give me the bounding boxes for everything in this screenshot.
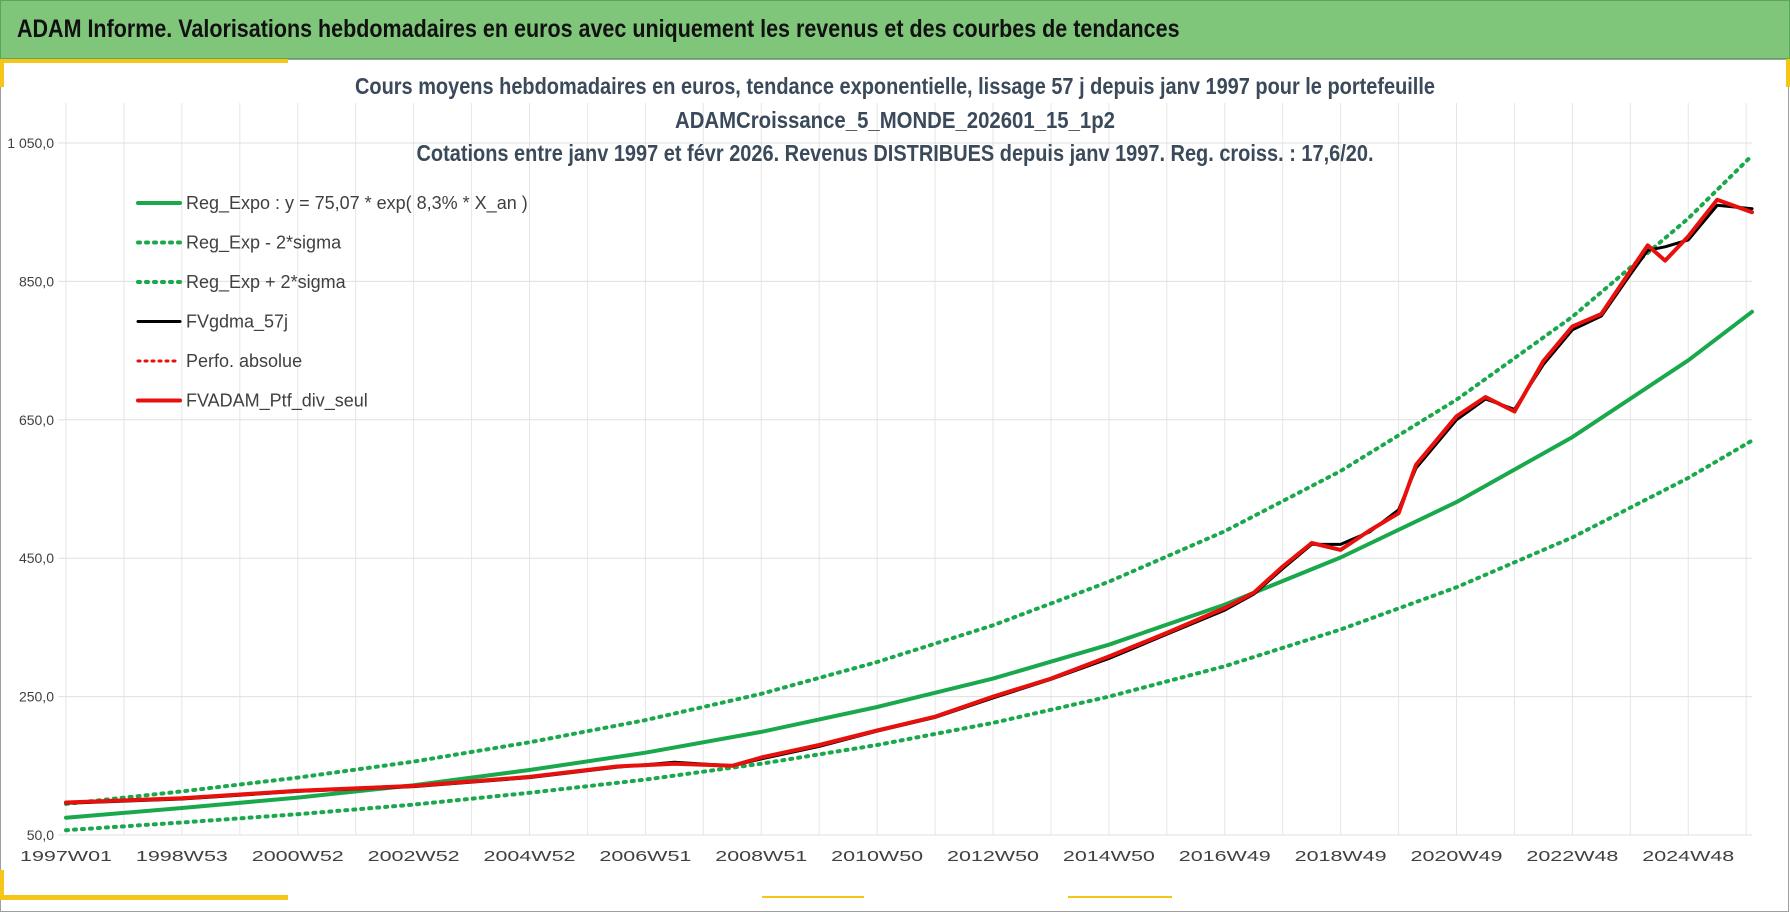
legend-label: Reg_Expo : y = 75,07 * exp( 8,3% * X_an … (186, 193, 528, 214)
x-tick-label: 2012W50 (947, 848, 1039, 865)
y-tick-label: 650,0 (19, 412, 54, 428)
accent-top-left (0, 59, 288, 63)
chart-title-line: Cours moyens hebdomadaires en euros, ten… (355, 73, 1435, 99)
accent-left-bottom (0, 870, 4, 900)
header-title: ADAM Informe. Valorisations hebdomadaire… (17, 15, 1180, 43)
x-tick-label: 2018W49 (1295, 848, 1387, 865)
legend-label: Reg_Exp + 2*sigma (186, 272, 347, 293)
accent-bottom-mid-2 (1068, 896, 1172, 898)
accent-bottom-mid-1 (762, 896, 864, 898)
y-tick-label: 850,0 (19, 273, 54, 289)
plot-lines (64, 153, 1754, 833)
x-axis: 1997W01 1998W53 2000W52 2002W52 2004W52 2006W… (20, 848, 1734, 865)
x-tick-label: 1997W01 (20, 848, 112, 865)
y-tick-label: 1 050,0 (7, 135, 54, 151)
grid (58, 103, 1752, 836)
x-tick-label: 1998W53 (136, 848, 228, 865)
header-bar: ADAM Informe. Valorisations hebdomadaire… (0, 0, 1790, 59)
x-tick-label: 2008W51 (715, 848, 807, 865)
x-tick-label: 2022W48 (1526, 848, 1618, 865)
y-tick-label: 50,0 (27, 827, 54, 843)
accent-left-top (0, 59, 4, 87)
y-axis: 1 050,0 850,0 650,0 450,0 250,0 50,0 (7, 135, 54, 843)
x-tick-label: 2000W52 (252, 848, 344, 865)
chart-title: Cours moyens hebdomadaires en euros, ten… (355, 73, 1435, 166)
x-tick-label: 2014W50 (1063, 848, 1155, 865)
x-tick-label: 2010W50 (831, 848, 923, 865)
legend-label: FVgdma_57j (186, 312, 288, 333)
series-line (64, 309, 1754, 820)
chart-title-line: Cotations entre janv 1997 et févr 2026. … (417, 140, 1374, 166)
x-tick-label: 2020W49 (1411, 848, 1503, 865)
series-line (64, 153, 1754, 806)
x-tick-label: 2004W52 (484, 848, 576, 865)
y-tick-label: 250,0 (19, 689, 54, 705)
accent-bottom-left (0, 895, 288, 900)
x-tick-label: 2002W52 (368, 848, 460, 865)
accent-right-top (1786, 59, 1790, 87)
y-tick-label: 450,0 (19, 550, 54, 566)
series-line (64, 438, 1754, 833)
legend-label: Perfo. absolue (186, 351, 302, 371)
legend-label: FVADAM_Ptf_div_seul (186, 391, 368, 412)
series-line (64, 203, 1754, 805)
chart-frame (0, 59, 1789, 912)
chart-title-line: ADAMCroissance_5_MONDE_202601_15_1p2 (675, 107, 1115, 133)
x-tick-label: 2016W49 (1179, 848, 1271, 865)
legend-label: Reg_Exp - 2*sigma (186, 233, 342, 254)
x-tick-label: 2006W51 (599, 848, 691, 865)
x-tick-label: 2024W48 (1642, 848, 1734, 865)
series-line (64, 197, 1754, 805)
legend: Reg_Expo : y = 75,07 * exp( 8,3% * X_an … (136, 193, 528, 412)
